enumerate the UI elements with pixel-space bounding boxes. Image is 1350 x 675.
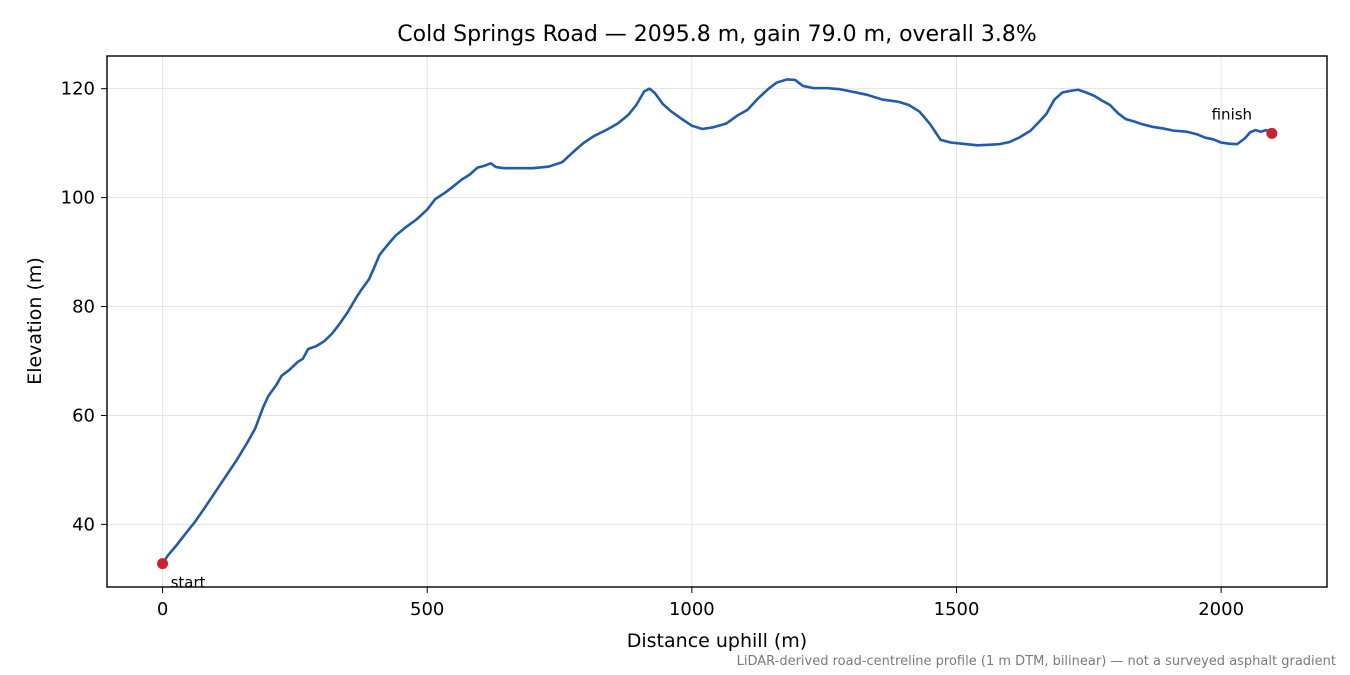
elevation-series-line <box>161 78 1274 565</box>
data-source-footnote: LiDAR-derived road-centreline profile (1… <box>737 654 1336 669</box>
start-annotation: start <box>171 574 206 592</box>
grid-lines <box>107 56 1327 587</box>
y-tick-label: 80 <box>72 297 95 318</box>
x-tick-label: 500 <box>410 599 444 620</box>
y-tick-label: 60 <box>72 405 95 426</box>
x-tick-label: 0 <box>157 599 168 620</box>
start-marker <box>157 558 169 570</box>
series-lines <box>161 78 1274 565</box>
finish-marker <box>1266 127 1278 139</box>
y-tick-label: 120 <box>61 79 95 100</box>
y-tick-label: 100 <box>61 188 95 209</box>
plot-frame <box>106 55 1328 588</box>
chart-title: Cold Springs Road — 2095.8 m, gain 79.0 … <box>397 22 1036 47</box>
x-tick-label: 1500 <box>934 599 980 620</box>
x-tick-label: 2000 <box>1198 599 1244 620</box>
y-axis-label: Elevation (m) <box>24 257 46 385</box>
finish-annotation: finish <box>1212 105 1252 123</box>
endpoint-markers: start finish <box>157 105 1278 592</box>
x-tick-label: 1000 <box>669 599 715 620</box>
x-axis-label: Distance uphill (m) <box>627 630 807 652</box>
axis-ticks: 0 500 1000 1500 2000 40 60 80 100 120 <box>61 79 1244 620</box>
y-tick-label: 40 <box>72 514 95 535</box>
